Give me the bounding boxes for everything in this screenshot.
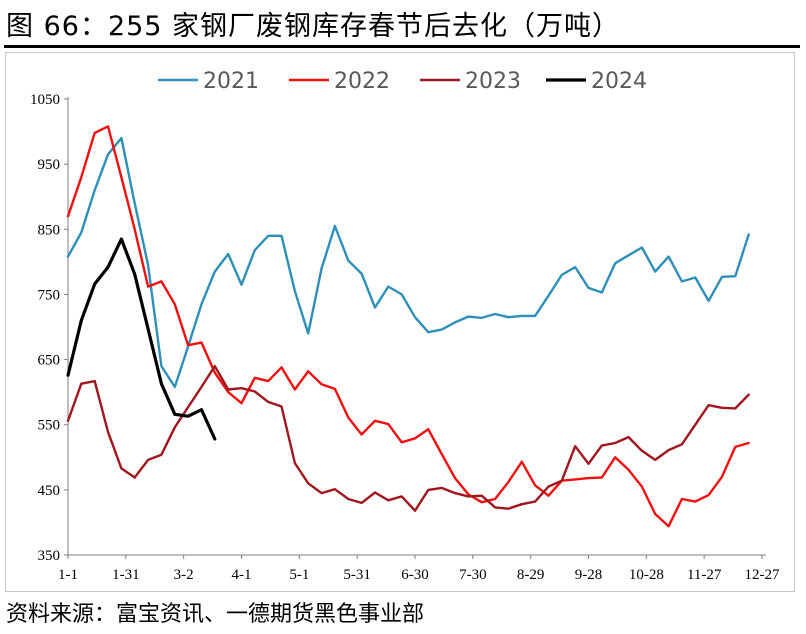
y-tick-label: 850 <box>38 222 61 238</box>
legend-label-2021: 2021 <box>203 69 259 94</box>
y-tick-label: 1050 <box>30 92 60 108</box>
x-tick-label: 1-31 <box>112 567 140 583</box>
y-tick-label: 350 <box>38 548 61 564</box>
chart-series <box>66 125 750 528</box>
y-tick-label: 650 <box>38 353 61 369</box>
x-tick-label: 9-28 <box>575 567 603 583</box>
y-tick-label: 450 <box>38 483 61 499</box>
x-tick-label: 5-1 <box>289 567 309 583</box>
series-line-2023 <box>66 364 750 512</box>
x-axis-ticks: 1-1 1-31 3-2 4-1 5-1 5-31 6-30 7-30 8-29 9-28 10-2… <box>58 555 780 583</box>
x-tick-label: 1-1 <box>58 567 78 583</box>
page-title: 图 66：255 家钢厂废钢库存春节后去化（万吨） <box>6 11 621 42</box>
legend-label-2023: 2023 <box>465 69 521 94</box>
series-line-2022 <box>66 125 750 528</box>
x-tick-label: 8-29 <box>517 567 545 583</box>
x-tick-label: 12-27 <box>745 567 780 583</box>
chart-legend: 2021 2022 2023 2024 <box>158 69 647 94</box>
y-axis-ticks: 350 450 550 650 750 850 950 1050 <box>30 92 68 564</box>
legend-label-2024: 2024 <box>591 69 647 94</box>
source-note: 资料来源：富宝资讯、一德期货黑色事业部 <box>6 602 425 627</box>
title-rule <box>4 45 800 48</box>
chart-axes <box>67 97 766 556</box>
line-chart: 2021 2022 2023 2024 350 450 550 650 750 850 950 10… <box>30 69 780 583</box>
x-tick-label: 4-1 <box>232 567 252 583</box>
series-line-2021 <box>66 136 750 389</box>
x-tick-label: 10-28 <box>629 567 664 583</box>
x-tick-label: 11-27 <box>687 567 722 583</box>
y-tick-label: 550 <box>38 418 61 434</box>
chart-frame: 2021 2022 2023 2024 350 450 550 650 750 850 950 10… <box>5 52 795 592</box>
legend-label-2022: 2022 <box>334 69 390 94</box>
series-line-2024 <box>66 237 217 441</box>
x-tick-label: 7-30 <box>459 567 487 583</box>
x-tick-label: 3-2 <box>174 567 194 583</box>
y-tick-label: 750 <box>38 287 61 303</box>
x-tick-label: 6-30 <box>401 567 429 583</box>
y-tick-label: 950 <box>38 157 61 173</box>
x-tick-label: 5-31 <box>343 567 371 583</box>
